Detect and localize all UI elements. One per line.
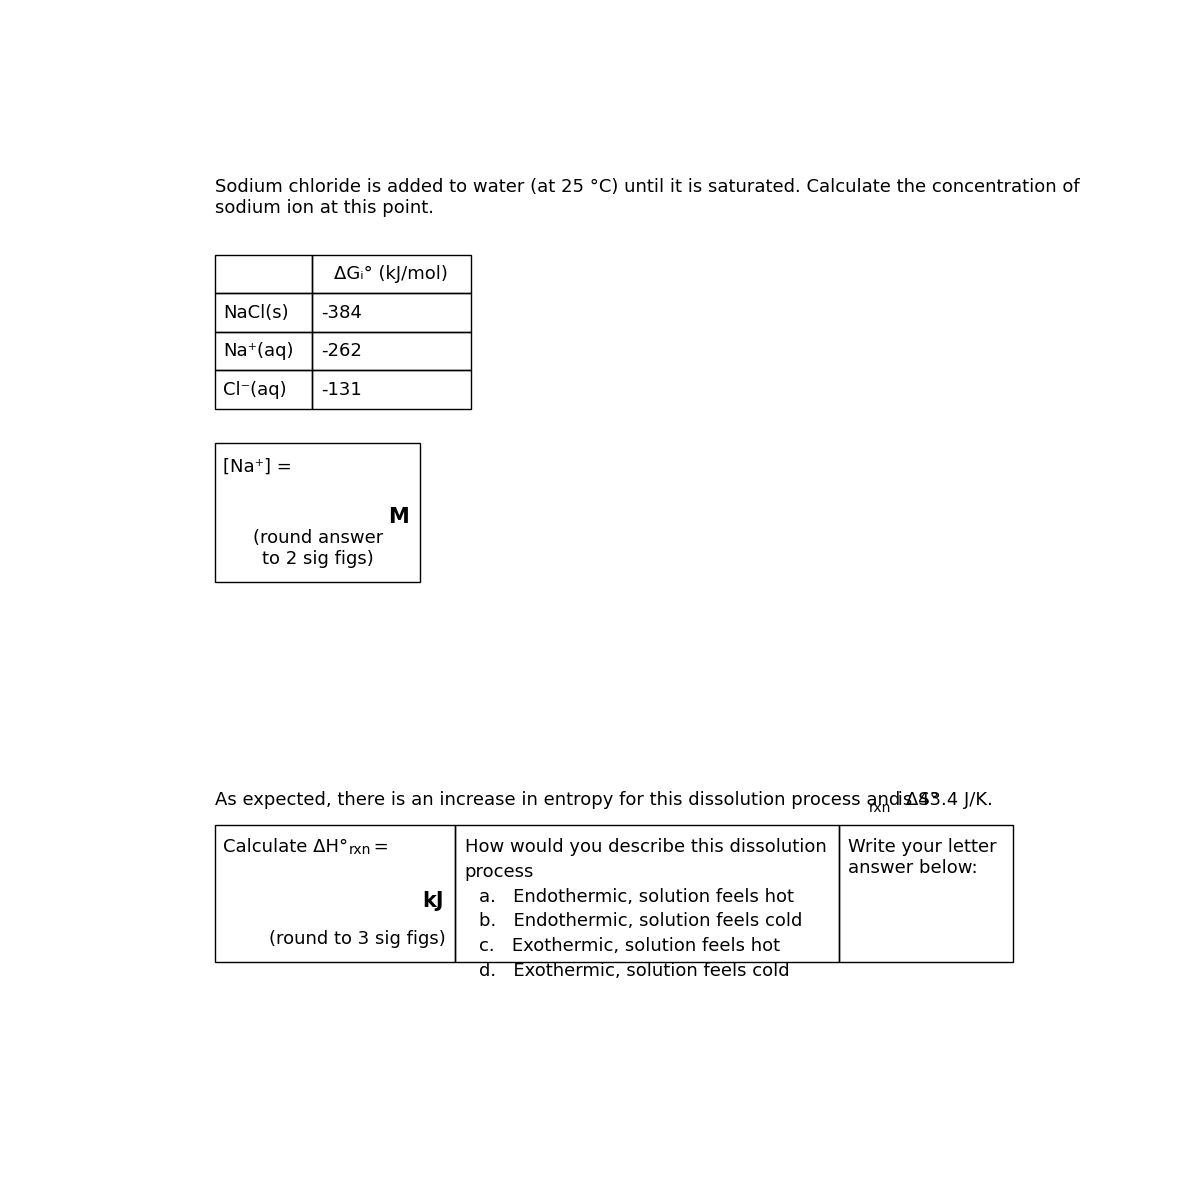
Bar (215, 332, 312, 370)
Text: M: M (388, 506, 409, 526)
Text: d.   Exothermic, solution feels cold: d. Exothermic, solution feels cold (479, 962, 790, 980)
Text: Cl⁻(aq): Cl⁻(aq) (223, 380, 287, 398)
Text: -131: -131 (322, 380, 362, 398)
Text: As expected, there is an increase in entropy for this dissolution process and ΔS: As expected, there is an increase in ent… (215, 791, 938, 809)
Text: Calculate ΔH°: Calculate ΔH° (223, 838, 348, 856)
Bar (839, 825, 1013, 962)
Text: -384: -384 (322, 303, 362, 321)
Text: -262: -262 (322, 342, 362, 360)
Bar (455, 825, 839, 962)
Text: kJ: kJ (422, 891, 444, 911)
Bar (215, 370, 312, 409)
Bar (215, 444, 420, 582)
Text: process: process (464, 863, 534, 881)
Text: (round answer
to 2 sig figs): (round answer to 2 sig figs) (253, 529, 383, 568)
Text: rxn: rxn (348, 843, 371, 857)
Text: c.   Exothermic, solution feels hot: c. Exothermic, solution feels hot (479, 936, 780, 954)
Text: b.   Endothermic, solution feels cold: b. Endothermic, solution feels cold (479, 912, 802, 930)
Bar (312, 294, 470, 332)
Text: Sodium chloride is added to water (at 25 °C) until it is saturated. Calculate th: Sodium chloride is added to water (at 25… (215, 177, 1080, 217)
Bar (312, 332, 470, 370)
Text: How would you describe this dissolution: How would you describe this dissolution (464, 838, 827, 856)
Text: is 43.4 J/K.: is 43.4 J/K. (893, 791, 994, 809)
Bar (215, 254, 312, 294)
Text: ΔGᵢ° (kJ/mol): ΔGᵢ° (kJ/mol) (335, 265, 449, 283)
Text: NaCl(s): NaCl(s) (223, 303, 288, 321)
Text: =: = (367, 838, 389, 856)
Bar (312, 370, 470, 409)
Bar (215, 294, 312, 332)
Text: Na⁺(aq): Na⁺(aq) (223, 342, 293, 360)
Text: Write your letter
answer below:: Write your letter answer below: (848, 838, 997, 878)
Bar (312, 254, 470, 294)
Text: [Na⁺] =: [Na⁺] = (223, 457, 292, 475)
Text: a.   Endothermic, solution feels hot: a. Endothermic, solution feels hot (479, 887, 793, 905)
Text: (round to 3 sig figs): (round to 3 sig figs) (269, 929, 446, 947)
Bar (215, 825, 455, 962)
Text: rxn: rxn (869, 801, 892, 815)
